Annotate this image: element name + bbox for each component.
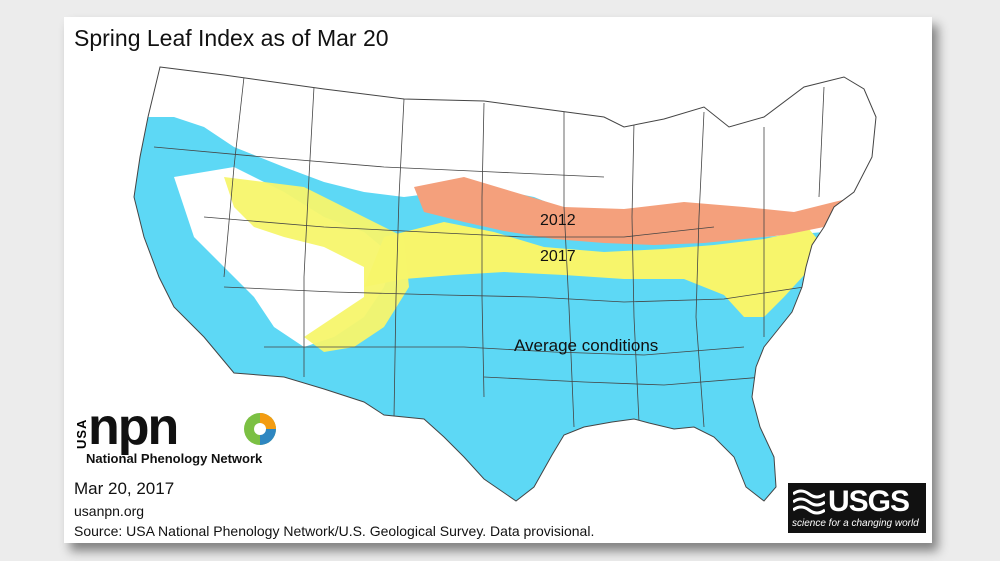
source-note: Source: USA National Phenology Network/U… <box>74 523 595 539</box>
state-boundaries <box>153 76 825 428</box>
usgs-tagline: science for a changing world <box>792 518 919 529</box>
map-card: 2012 2017 Average conditions Spring Leaf… <box>64 17 932 543</box>
western-2017-area <box>224 177 409 352</box>
usgs-wave-icon <box>793 489 825 515</box>
label-2012: 2012 <box>540 212 576 229</box>
npn-globe-icon <box>244 413 276 445</box>
usgs-wordmark: USGS <box>828 485 910 518</box>
usgs-logo: USGS science for a changing world <box>788 483 926 533</box>
label-2017: 2017 <box>540 248 576 265</box>
mountain-no-leaf-patch <box>274 257 344 327</box>
npn-url: usanpn.org <box>74 503 145 519</box>
us-outline <box>133 66 877 502</box>
us-map: 2012 2017 Average conditions <box>133 66 877 502</box>
npn-name: National Phenology Network <box>86 451 263 466</box>
npn-logo: USA npn National Phenology Network <box>74 398 284 469</box>
map-date: Mar 20, 2017 <box>74 479 175 498</box>
band-2017-area <box>364 222 824 317</box>
label-average-conditions: Average conditions <box>514 336 658 355</box>
npn-usa-text: USA <box>74 418 89 449</box>
map-title: Spring Leaf Index as of Mar 20 <box>74 25 389 51</box>
band-2012-area <box>414 177 864 245</box>
npn-wordmark: npn <box>88 398 179 456</box>
